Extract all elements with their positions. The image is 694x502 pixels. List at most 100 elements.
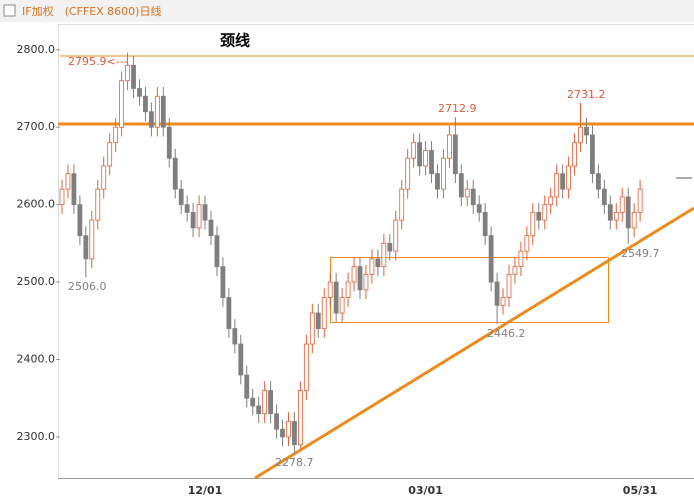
- candle-body: [172, 157, 178, 190]
- candle-body: [244, 374, 250, 399]
- candle-body: [214, 235, 220, 268]
- y-tick-label: 2600.0: [17, 198, 56, 211]
- price-annotation: 2506.0: [68, 280, 107, 293]
- candle-body: [357, 266, 363, 291]
- candle-body: [143, 95, 148, 113]
- neckline-label: 颈线: [219, 32, 250, 50]
- candle-body: [286, 421, 291, 438]
- candle-body: [345, 281, 351, 298]
- candle-body: [429, 150, 434, 175]
- candle-body: [131, 64, 136, 89]
- y-tick-label: 2300.0: [17, 430, 56, 443]
- candle-body: [470, 188, 476, 206]
- candle-body: [393, 219, 399, 252]
- y-tick-label: 2700.0: [17, 120, 56, 133]
- candle-body: [375, 258, 381, 268]
- candle-body: [220, 266, 226, 298]
- candle-body: [464, 188, 470, 198]
- candle-body: [435, 173, 440, 190]
- candle-body: [256, 405, 262, 415]
- candle-body: [494, 281, 500, 306]
- x-tick-label: 03/01: [408, 484, 443, 497]
- candle-body: [488, 235, 494, 283]
- candle-body: [423, 150, 428, 167]
- price-annotation: 2712.9: [438, 102, 477, 115]
- candle-body: [572, 142, 577, 167]
- candle-body: [441, 157, 446, 190]
- candle-body: [77, 204, 83, 237]
- candle-body: [297, 390, 303, 446]
- trend-line: [254, 206, 694, 480]
- candle-body: [89, 219, 95, 260]
- candle-body: [232, 328, 238, 345]
- candle-body: [154, 95, 160, 128]
- candle-body: [566, 165, 571, 190]
- candle-body: [596, 173, 601, 190]
- candle-body: [262, 390, 268, 415]
- candle-body: [315, 312, 321, 329]
- candle-body: [613, 211, 619, 221]
- candle-body: [113, 126, 119, 144]
- candle-body: [321, 297, 327, 329]
- candle-body: [160, 95, 166, 128]
- candle-body: [274, 413, 279, 430]
- candle-body: [178, 188, 184, 206]
- candle-body: [476, 204, 482, 213]
- candle-body: [292, 421, 297, 446]
- candle-body: [458, 173, 464, 198]
- candle-body: [411, 142, 417, 159]
- candle-body: [399, 188, 405, 221]
- candle-body: [238, 343, 244, 376]
- candle-body: [333, 281, 339, 314]
- menu-icon[interactable]: [3, 4, 16, 17]
- candle-body: [95, 188, 101, 221]
- candle-body: [607, 204, 613, 221]
- candle-body: [584, 126, 589, 136]
- y-tick-label: 2800.0: [17, 43, 56, 56]
- chart-title: IF加权 (CFFEX 8600)日线: [22, 4, 161, 18]
- candle-body: [590, 134, 595, 175]
- price-annotation: 2731.2: [567, 88, 606, 101]
- candle-body: [560, 173, 566, 190]
- candle-body: [339, 297, 345, 314]
- candle-body: [530, 211, 536, 237]
- candle-body: [71, 173, 77, 206]
- candle-body: [226, 297, 232, 329]
- candle-body: [119, 80, 124, 128]
- candle-body: [250, 397, 256, 407]
- candle-body: [363, 273, 369, 291]
- candle-body: [268, 390, 274, 415]
- candle-body: [512, 266, 518, 275]
- candle-body: [452, 134, 458, 175]
- candle-body: [137, 88, 142, 97]
- candle-body: [65, 173, 71, 190]
- candle-body: [303, 343, 309, 391]
- candle-body: [554, 173, 560, 198]
- candle-body: [369, 258, 375, 275]
- candle-body: [208, 219, 214, 237]
- y-tick-label: 2500.0: [17, 275, 56, 288]
- candle-body: [280, 428, 285, 438]
- candle-body: [536, 211, 542, 221]
- candle-body: [542, 204, 548, 221]
- candle-body: [637, 188, 643, 213]
- candle-body: [482, 211, 488, 237]
- candle-body: [351, 266, 357, 283]
- price-annotation: 2278.7: [275, 456, 314, 469]
- candle-body: [59, 188, 65, 206]
- price-annotation: 2446.2: [487, 327, 526, 340]
- candle-body: [405, 157, 411, 190]
- candle-body: [309, 312, 315, 345]
- candle-body: [107, 142, 113, 167]
- candle-body: [446, 134, 452, 159]
- candle-body: [506, 273, 512, 298]
- candle-body: [578, 126, 583, 144]
- candle-body: [524, 235, 530, 252]
- candle-body: [500, 297, 506, 306]
- x-tick-label: 12/01: [188, 484, 223, 497]
- candle-body: [190, 211, 196, 229]
- price-annotation: 2795.9<---: [68, 55, 128, 68]
- candle-body: [148, 111, 154, 128]
- candle-body: [101, 165, 107, 190]
